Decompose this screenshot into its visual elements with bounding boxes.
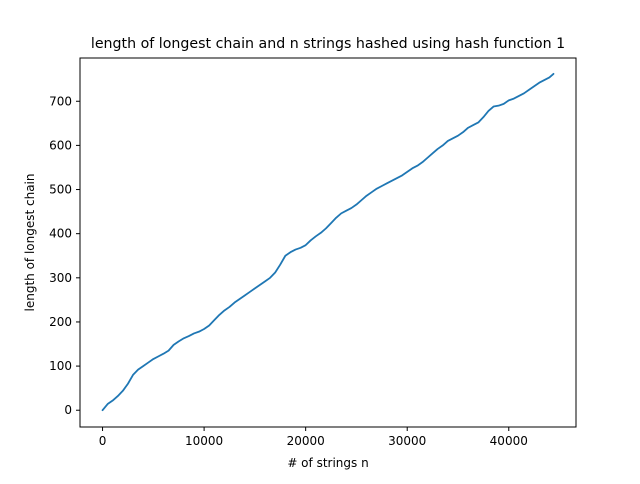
x-tick-label: 30000 [388, 434, 426, 448]
y-tick-label: 600 [49, 138, 72, 152]
y-tick-label: 200 [49, 315, 72, 329]
series-line [101, 72, 555, 412]
series-layer [101, 72, 555, 412]
chart-title: length of longest chain and n strings ha… [91, 36, 565, 52]
y-tick-label: 400 [49, 227, 72, 241]
y-tick-label: 100 [49, 359, 72, 373]
x-tick-label: 40000 [490, 434, 528, 448]
plot-area-frame [79, 57, 577, 428]
y-axis: 0 100 200 300 400 500 600 700 [49, 94, 80, 417]
x-tick-label: 10000 [185, 434, 223, 448]
x-tick-label: 20000 [287, 434, 325, 448]
y-tick-label: 0 [64, 403, 72, 417]
y-tick-label: 500 [49, 183, 72, 197]
y-axis-label: length of longest chain [23, 174, 37, 312]
x-tick-label: 0 [99, 434, 107, 448]
y-tick-label: 700 [49, 94, 72, 108]
y-tick-label: 300 [49, 271, 72, 285]
x-axis-label: # of strings n [287, 456, 368, 470]
x-axis: 0 10000 20000 30000 40000 [99, 427, 528, 448]
